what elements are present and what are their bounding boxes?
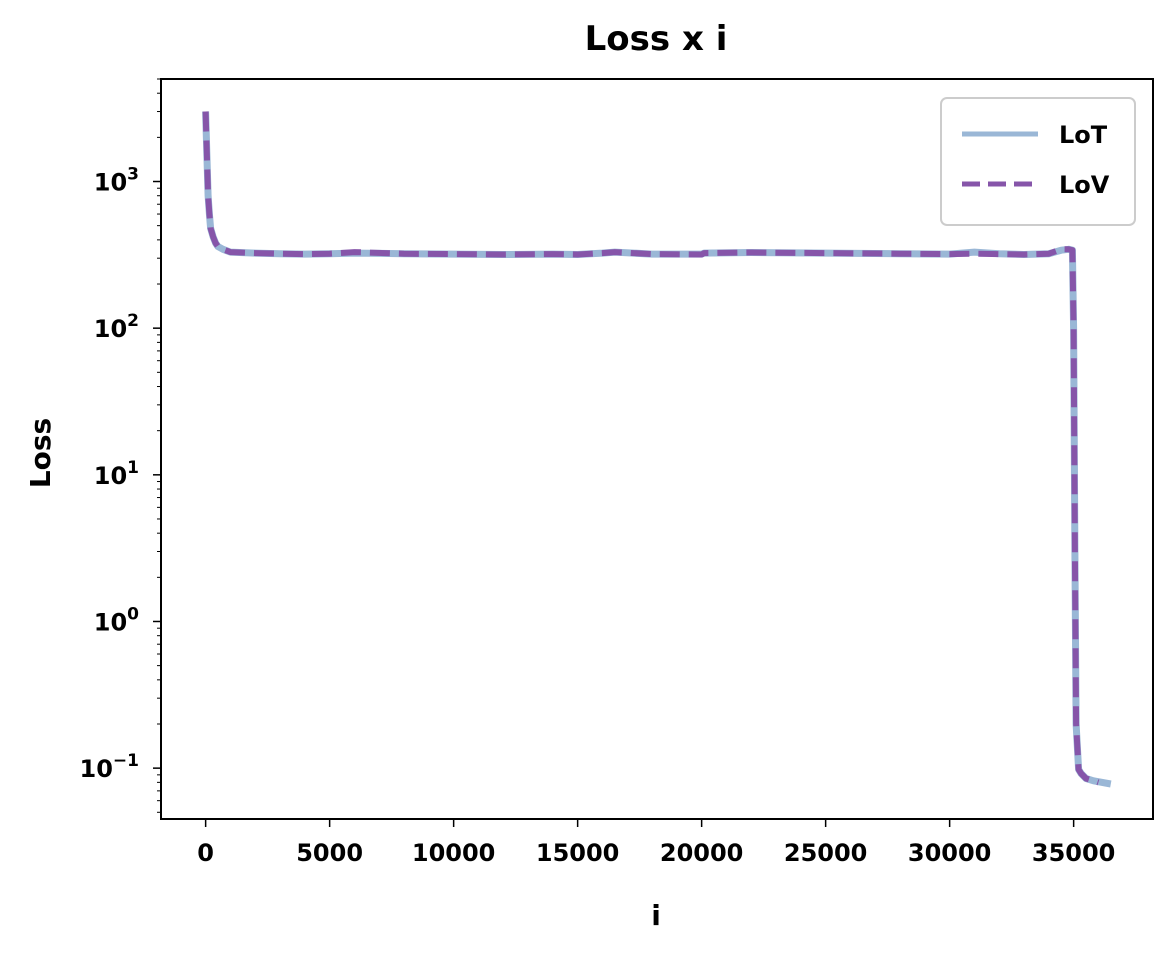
y-tick-label: 102 (94, 311, 139, 343)
x-axis: 0 5000 10000 15000 20000 25000 30000 35000 (197, 819, 1115, 867)
x-tick-label: 5000 (296, 839, 363, 867)
y-tick-label: 103 (94, 165, 139, 197)
plot-area (202, 111, 1112, 788)
legend-label-lov: LoV (1059, 171, 1110, 199)
y-axis-label: Loss (24, 418, 57, 488)
x-tick-label: 15000 (536, 839, 620, 867)
x-tick-label: 35000 (1032, 839, 1116, 867)
legend-label-lot: LoT (1059, 121, 1108, 149)
x-tick-label: 20000 (660, 839, 744, 867)
x-tick-label: 10000 (412, 839, 496, 867)
chart-title: Loss x i (585, 19, 728, 59)
y-axis: 10−1 100 101 102 103 (80, 78, 161, 813)
legend: LoT LoV (940, 97, 1136, 226)
x-tick-label: 0 (197, 839, 214, 867)
plot-frame (160, 78, 1154, 820)
x-tick-label: 30000 (908, 839, 992, 867)
y-tick-label: 101 (94, 458, 139, 490)
series-line-lov (202, 111, 1100, 786)
y-tick-label: 10−1 (80, 751, 139, 783)
legend-box (940, 97, 1136, 226)
y-tick-label: 100 (94, 604, 139, 636)
x-axis-label: i (651, 899, 661, 932)
x-tick-label: 25000 (784, 839, 868, 867)
